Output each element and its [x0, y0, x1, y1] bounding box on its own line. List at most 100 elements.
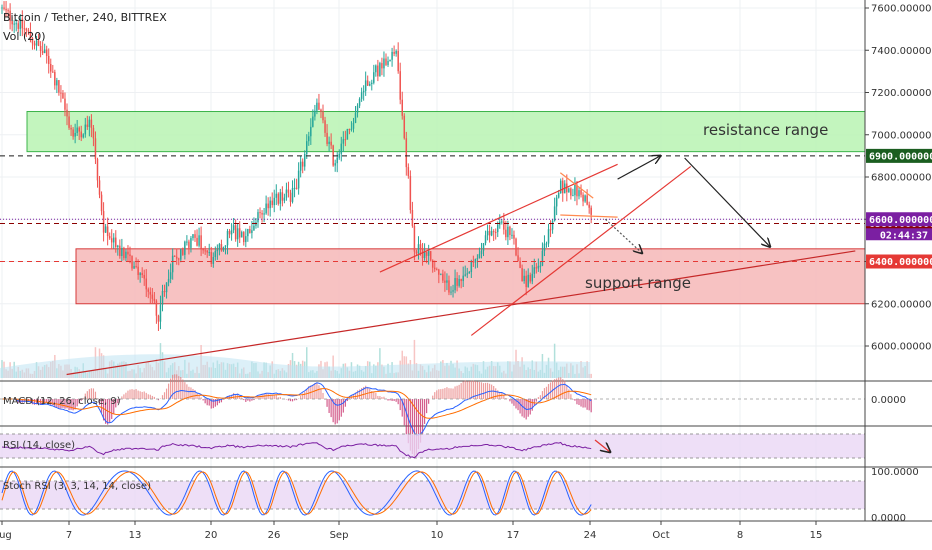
- candle-body[interactable]: [37, 40, 40, 46]
- candle-body[interactable]: [3, 7, 5, 9]
- candle-body[interactable]: [137, 266, 139, 276]
- candle-body[interactable]: [106, 226, 109, 237]
- candle-body[interactable]: [196, 237, 198, 246]
- candle-body[interactable]: [582, 194, 584, 202]
- candle-body[interactable]: [283, 197, 286, 201]
- candle-body[interactable]: [243, 232, 245, 243]
- candle-body[interactable]: [108, 236, 111, 239]
- zones-layer[interactable]: [26, 111, 866, 305]
- candle-body[interactable]: [379, 63, 381, 77]
- candle-body[interactable]: [580, 190, 582, 195]
- candle-body[interactable]: [194, 234, 196, 238]
- candle-body[interactable]: [391, 51, 393, 60]
- candle-body[interactable]: [431, 260, 434, 268]
- candle-body[interactable]: [178, 258, 180, 260]
- candle-body[interactable]: [251, 230, 253, 233]
- candle-body[interactable]: [240, 232, 243, 238]
- candle-body[interactable]: [346, 128, 349, 140]
- candle-body[interactable]: [159, 304, 162, 322]
- candle-body[interactable]: [405, 138, 408, 168]
- trendline[interactable]: [379, 163, 618, 273]
- candle-body[interactable]: [557, 193, 560, 198]
- price-tag-6900[interactable]: [866, 148, 932, 163]
- support-zone[interactable]: [75, 248, 866, 305]
- candle-body[interactable]: [377, 65, 379, 77]
- candle-body[interactable]: [511, 234, 513, 236]
- trendline[interactable]: [470, 165, 692, 336]
- candle-body[interactable]: [303, 154, 306, 167]
- candle-body[interactable]: [330, 141, 332, 146]
- candle-body[interactable]: [535, 267, 538, 269]
- candle-body[interactable]: [519, 261, 521, 269]
- candle-body[interactable]: [354, 112, 357, 123]
- candle-body[interactable]: [220, 244, 223, 251]
- candle-body[interactable]: [444, 280, 446, 283]
- candle-body[interactable]: [320, 109, 322, 112]
- price-tag-6400[interactable]: [866, 254, 932, 269]
- candle-body[interactable]: [145, 278, 147, 290]
- candle-body[interactable]: [523, 275, 525, 282]
- candle-body[interactable]: [129, 254, 131, 257]
- candle-body[interactable]: [492, 231, 495, 233]
- candle-body[interactable]: [401, 99, 403, 116]
- candle-body[interactable]: [559, 180, 562, 194]
- candle-body[interactable]: [123, 247, 125, 259]
- candle-body[interactable]: [247, 229, 249, 237]
- candle-body[interactable]: [238, 228, 241, 238]
- candle-body[interactable]: [96, 159, 99, 181]
- candle-body[interactable]: [90, 119, 93, 128]
- candle-body[interactable]: [338, 153, 341, 158]
- candle-body[interactable]: [127, 251, 129, 255]
- candle-body[interactable]: [23, 28, 26, 30]
- candle-body[interactable]: [125, 251, 127, 259]
- projection-arrow[interactable]: [684, 157, 770, 247]
- candle-body[interactable]: [513, 234, 515, 239]
- candle-body[interactable]: [171, 255, 174, 273]
- candle-body[interactable]: [222, 247, 225, 251]
- candle-body[interactable]: [153, 298, 156, 301]
- candle-body[interactable]: [226, 230, 229, 246]
- candle-body[interactable]: [295, 187, 298, 189]
- candle-body[interactable]: [415, 251, 418, 254]
- candle-body[interactable]: [423, 252, 426, 259]
- candle-body[interactable]: [259, 212, 261, 214]
- candle-body[interactable]: [547, 229, 550, 244]
- candle-body[interactable]: [100, 194, 103, 212]
- candle-body[interactable]: [521, 268, 523, 282]
- candle-body[interactable]: [501, 221, 503, 223]
- candle-body[interactable]: [267, 203, 269, 209]
- candle-body[interactable]: [15, 23, 17, 25]
- candle-body[interactable]: [104, 226, 107, 233]
- candle-body[interactable]: [43, 49, 46, 54]
- candle-body[interactable]: [206, 250, 208, 253]
- candle-body[interactable]: [70, 127, 72, 130]
- candle-body[interactable]: [293, 187, 296, 189]
- candle-body[interactable]: [265, 203, 267, 214]
- candle-body[interactable]: [275, 193, 278, 198]
- candle-body[interactable]: [318, 102, 320, 110]
- candle-body[interactable]: [131, 256, 133, 269]
- candle-body[interactable]: [19, 18, 22, 29]
- candle-body[interactable]: [312, 116, 314, 127]
- candle-body[interactable]: [64, 98, 66, 110]
- candle-body[interactable]: [245, 236, 247, 243]
- candle-body[interactable]: [403, 115, 406, 139]
- candle-body[interactable]: [488, 230, 491, 236]
- candle-body[interactable]: [269, 200, 271, 209]
- candle-body[interactable]: [1, 7, 3, 9]
- price-axis[interactable]: 7600.00000000 7400.00000000 7200.00000000 7…: [864, 0, 932, 524]
- candle-body[interactable]: [436, 269, 438, 271]
- candle-body[interactable]: [58, 80, 60, 93]
- candle-body[interactable]: [192, 234, 194, 239]
- candle-body[interactable]: [334, 163, 336, 166]
- candle-body[interactable]: [54, 72, 56, 86]
- candle-body[interactable]: [31, 38, 34, 44]
- candle-body[interactable]: [310, 126, 312, 137]
- candle-body[interactable]: [271, 200, 273, 206]
- candle-body[interactable]: [5, 8, 7, 11]
- candle-body[interactable]: [161, 290, 164, 305]
- candle-body[interactable]: [570, 188, 572, 196]
- candle-body[interactable]: [549, 229, 552, 231]
- candle-body[interactable]: [529, 274, 531, 282]
- candle-body[interactable]: [496, 224, 499, 233]
